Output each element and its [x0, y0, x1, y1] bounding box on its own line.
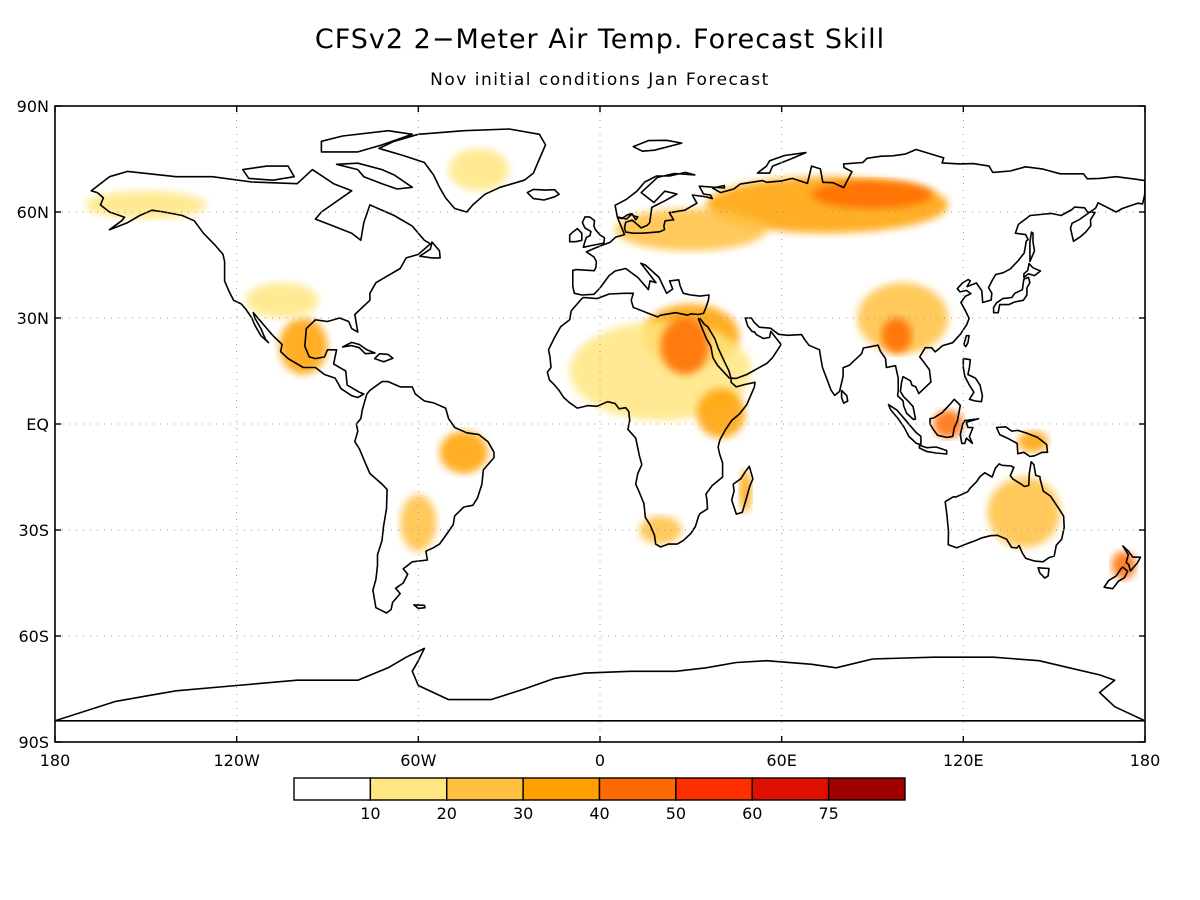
coastline-baffin: [335, 162, 414, 190]
skill-region: [400, 494, 437, 552]
coastline-victoria-island: [241, 165, 295, 181]
lat-tick-label: 60N: [17, 203, 49, 222]
skill-region: [696, 388, 746, 439]
legend-label: 20: [437, 804, 457, 823]
coastline-australia: [944, 461, 1065, 563]
skill-region: [279, 318, 328, 375]
coastline-philippines: [962, 357, 984, 403]
latitude-ticks: 90N 60N 30N EQ 30S 60S 90S: [17, 97, 1145, 752]
map-frame: [54, 105, 1146, 743]
legend-label: 40: [589, 804, 609, 823]
skill-region: [987, 476, 1061, 548]
skill-region: [811, 180, 934, 209]
coastline-great-britain: [581, 216, 606, 249]
coastline-cuba: [341, 341, 376, 355]
lat-tick-label: 30N: [17, 309, 49, 328]
legend-label: 30: [513, 804, 533, 823]
coastline-sakhalin: [1029, 231, 1036, 263]
coastline-new-guinea: [995, 426, 1049, 458]
map-subtitle: Nov initial conditions Jan Forecast: [430, 70, 770, 90]
lat-tick-label: 60S: [18, 627, 49, 646]
legend-label: 75: [818, 804, 838, 823]
skill-region: [639, 515, 682, 545]
lon-tick-label: 180: [40, 751, 71, 770]
skill-region: [615, 208, 767, 251]
coastline-south-america: [354, 380, 495, 614]
skill-region: [439, 431, 488, 474]
lon-tick-label: 0: [595, 751, 605, 770]
legend-label: 50: [666, 804, 686, 823]
coastline-iceland: [526, 188, 560, 201]
coastline-tasmania: [1037, 567, 1050, 579]
skill-region: [1017, 431, 1049, 453]
coastline-new-zealand-s: [1103, 566, 1129, 590]
lon-tick-label: 60W: [400, 751, 436, 770]
coastlines: [55, 128, 1145, 722]
coastline-borneo: [929, 398, 962, 439]
skill-region: [933, 409, 964, 439]
legend-swatch: [598, 777, 677, 801]
coastline-ireland: [568, 227, 583, 243]
map-title: CFSv2 2−Meter Air Temp. Forecast Skill: [314, 24, 886, 55]
legend-swatch: [751, 777, 830, 801]
skill-region: [739, 469, 752, 513]
coastline-eurasia: [546, 148, 1145, 548]
legend-swatch: [522, 777, 601, 801]
longitude-ticks: 180 120W 60W 0 60E 120E 180: [40, 106, 1161, 770]
gridlines: [55, 106, 1145, 742]
lat-tick-label: EQ: [26, 415, 49, 434]
coastline-greenland: [378, 128, 547, 213]
color-legend: 10 20 30 40 50 60 75: [293, 777, 906, 823]
legend-swatch: [293, 777, 372, 801]
skill-region: [881, 318, 912, 354]
legend-label: 60: [742, 804, 762, 823]
lon-tick-label: 120E: [943, 751, 984, 770]
skill-shading: [85, 148, 1136, 580]
legend-swatch: [369, 777, 448, 801]
legend-swatch: [446, 777, 524, 801]
skill-region: [448, 148, 510, 191]
skill-region: [85, 190, 207, 220]
lon-tick-label: 180: [1130, 751, 1161, 770]
lat-tick-label: 30S: [18, 521, 49, 540]
coastline-falklands: [413, 604, 426, 610]
coastline-north-america: [90, 168, 432, 399]
legend-label: 10: [360, 804, 380, 823]
coastline-hokkaido: [1023, 262, 1042, 279]
coastline-taiwan: [963, 334, 970, 348]
coastline-svalbard: [632, 139, 683, 152]
coastline-novaya-zemlya: [756, 151, 807, 174]
coastline-antarctica: [55, 647, 1145, 722]
lon-tick-label: 60E: [766, 751, 796, 770]
coastline-ellesmere: [320, 129, 414, 153]
coastline-hispaniola: [373, 352, 394, 363]
lat-tick-label: 90S: [18, 733, 49, 752]
coastline-new-zealand-n: [1122, 545, 1142, 572]
coastline-sulawesi: [959, 417, 980, 445]
skill-region: [660, 318, 709, 375]
skill-region: [245, 282, 319, 319]
coastline-sumatra: [887, 403, 922, 446]
coastline-newfoundland: [419, 241, 441, 259]
lon-tick-label: 120W: [213, 751, 260, 770]
coastline-java: [918, 444, 948, 455]
coastline-japan: [992, 276, 1031, 314]
legend-swatch: [827, 777, 906, 801]
lat-tick-label: 90N: [17, 97, 49, 116]
legend-swatch: [675, 777, 753, 801]
coastline-madagascar: [730, 465, 754, 515]
coastline-sri-lanka: [840, 389, 849, 404]
